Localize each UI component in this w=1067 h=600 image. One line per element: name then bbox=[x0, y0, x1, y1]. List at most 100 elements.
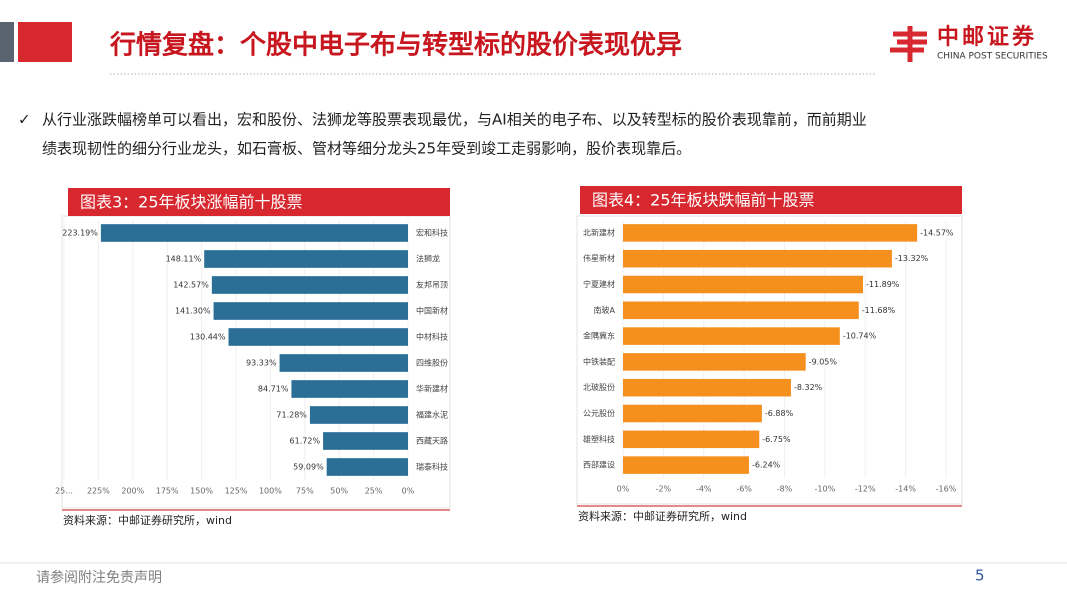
x-tick-label: 100% bbox=[259, 487, 282, 496]
bar bbox=[100, 224, 408, 242]
category-label: 伟星新材 bbox=[583, 253, 615, 263]
chart-frame bbox=[576, 215, 963, 505]
category-label: 西藏天路 bbox=[416, 436, 448, 446]
value-label: 130.44% bbox=[190, 333, 226, 342]
category-label: 北玻股份 bbox=[583, 382, 615, 392]
x-tick-label: -14% bbox=[895, 485, 916, 494]
value-label: 71.28% bbox=[276, 411, 307, 420]
x-tick-label: 50% bbox=[330, 487, 348, 496]
bar bbox=[623, 430, 760, 449]
bar bbox=[623, 301, 859, 320]
category-label: 四维股份 bbox=[416, 358, 448, 368]
bar bbox=[623, 249, 892, 268]
chart-title: 图表4：25年板块跌幅前十股票 bbox=[592, 191, 815, 210]
bar bbox=[213, 302, 408, 320]
x-tick-label: 225% bbox=[87, 487, 110, 496]
value-label: 84.71% bbox=[258, 385, 289, 394]
category-label: 瑞泰科技 bbox=[416, 462, 448, 472]
x-tick-label: 0% bbox=[617, 485, 630, 494]
logo-en: CHINA POST SECURITIES bbox=[937, 52, 1048, 62]
x-tick-label: -8% bbox=[777, 485, 793, 494]
category-label: 宏和科技 bbox=[416, 228, 448, 238]
x-tick-label: -10% bbox=[815, 485, 836, 494]
category-label: 西部建设 bbox=[583, 460, 615, 470]
value-label: 142.57% bbox=[173, 281, 209, 290]
header-strip bbox=[0, 22, 14, 62]
bar bbox=[623, 404, 762, 423]
chart-title: 图表3：25年板块涨幅前十股票 bbox=[80, 193, 303, 212]
check-mark: ✓ bbox=[18, 111, 31, 129]
value-label: 148.11% bbox=[166, 255, 202, 264]
x-tick-label: 0% bbox=[402, 487, 415, 496]
bar bbox=[228, 328, 408, 346]
bar bbox=[309, 406, 408, 424]
bar bbox=[326, 458, 408, 476]
bullet-line: 从行业涨跌幅榜单可以看出，宏和股份、法狮龙等股票表现最优，与AI相关的电子布、以… bbox=[42, 111, 867, 129]
value-label: -6.88% bbox=[765, 409, 794, 418]
header-block bbox=[18, 22, 72, 62]
category-label: 中国新材 bbox=[416, 306, 448, 316]
bar bbox=[204, 250, 408, 268]
bar bbox=[623, 378, 791, 397]
value-label: -9.05% bbox=[809, 357, 838, 366]
bullet-line: 绩表现韧性的细分行业龙头，如石膏板、管材等细分龙头25年受到竣工走弱影响，股价表… bbox=[42, 140, 691, 158]
category-label: 友邦吊顶 bbox=[416, 280, 448, 290]
value-label: 141.30% bbox=[175, 307, 211, 316]
value-label: 93.33% bbox=[246, 359, 277, 368]
bar bbox=[623, 456, 749, 474]
bar bbox=[291, 380, 408, 398]
bar bbox=[623, 327, 840, 345]
category-label: 宁夏建材 bbox=[583, 279, 615, 289]
value-label: -10.74% bbox=[843, 332, 877, 341]
category-label: 金隅冀东 bbox=[583, 331, 615, 341]
x-tick-label: -2% bbox=[656, 485, 672, 494]
category-label: 福建水泥 bbox=[416, 410, 448, 420]
bar bbox=[623, 275, 864, 294]
page-number: 5 bbox=[975, 567, 985, 585]
value-label: -6.75% bbox=[762, 435, 791, 444]
x-tick-label: -12% bbox=[855, 485, 876, 494]
chart-header bbox=[580, 186, 962, 214]
source-note: 资料来源：中邮证券研究所，wind bbox=[578, 509, 747, 523]
chart-header bbox=[68, 188, 450, 216]
bar bbox=[211, 276, 408, 294]
logo-mark bbox=[890, 26, 927, 62]
category-label: 南玻A bbox=[594, 305, 616, 315]
slide-title: 行情复盘：个股中电子布与转型标的股价表现优异 bbox=[109, 30, 682, 61]
category-label: 法狮龙 bbox=[416, 254, 440, 264]
value-label: 61.72% bbox=[290, 437, 321, 446]
x-tick-label: -4% bbox=[696, 485, 712, 494]
category-label: 华新建材 bbox=[416, 384, 448, 394]
value-label: 223.19% bbox=[62, 229, 98, 238]
x-tick-label: 125% bbox=[225, 487, 248, 496]
x-tick-label: 200% bbox=[121, 487, 144, 496]
category-label: 中铁装配 bbox=[583, 356, 615, 366]
value-label: 59.09% bbox=[293, 463, 324, 472]
bar bbox=[323, 432, 408, 450]
value-label: -6.24% bbox=[752, 461, 781, 470]
bar bbox=[623, 353, 806, 371]
source-note: 资料来源：中邮证券研究所，wind bbox=[63, 513, 232, 527]
value-label: -11.89% bbox=[866, 280, 900, 289]
x-tick-label: 25% bbox=[365, 487, 383, 496]
x-tick-label: 150% bbox=[190, 487, 213, 496]
category-label: 北新建材 bbox=[583, 227, 615, 237]
disclaimer: 请参阅附注免责声明 bbox=[36, 569, 162, 586]
bar bbox=[623, 224, 918, 242]
value-label: -14.57% bbox=[920, 228, 954, 237]
category-label: 公元股份 bbox=[583, 408, 615, 418]
value-label: -11.68% bbox=[862, 306, 896, 315]
x-tick-label: -16% bbox=[936, 485, 957, 494]
bar bbox=[279, 354, 408, 372]
value-label: -13.32% bbox=[895, 254, 929, 263]
x-tick-label: 25... bbox=[55, 487, 73, 496]
x-tick-label: -6% bbox=[736, 485, 752, 494]
x-tick-label: 175% bbox=[156, 487, 179, 496]
category-label: 雄塑科技 bbox=[583, 434, 615, 444]
value-label: -8.32% bbox=[794, 383, 823, 392]
logo: 中邮证券 CHINA POST SECURITIES bbox=[890, 24, 1048, 62]
logo-cn: 中邮证券 bbox=[937, 24, 1037, 50]
category-label: 中材科技 bbox=[416, 332, 448, 342]
